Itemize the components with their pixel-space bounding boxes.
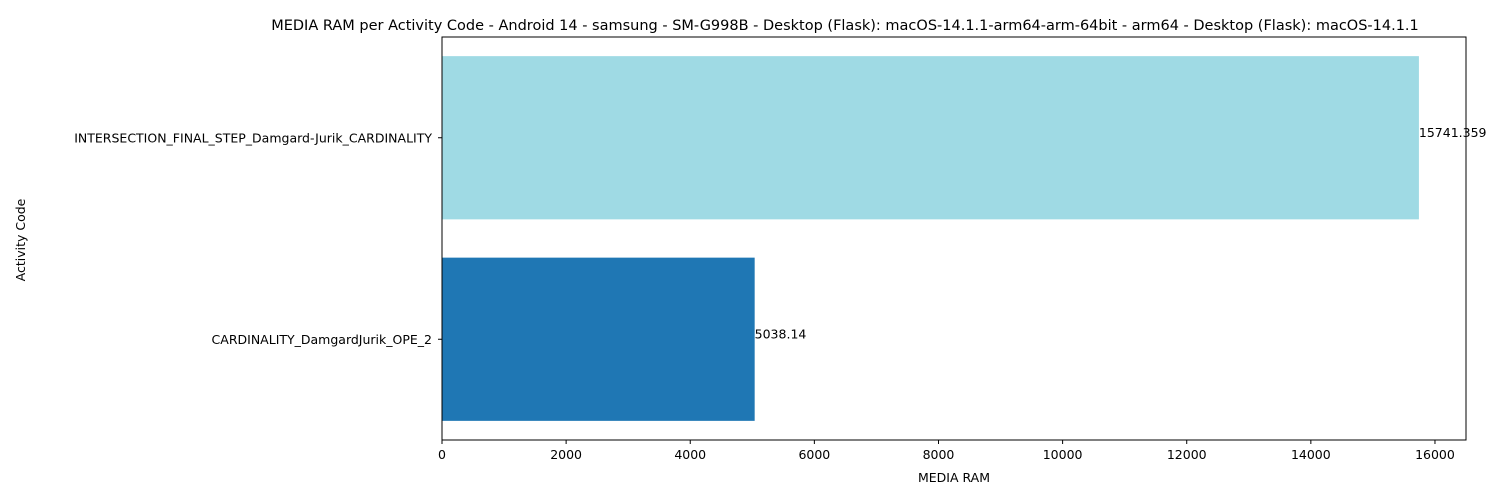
x-tick-label: 0: [438, 447, 446, 462]
x-axis-label: MEDIA RAM: [918, 470, 990, 485]
y-axis-label: Activity Code: [13, 198, 28, 281]
y-tick-label: INTERSECTION_FINAL_STEP_Damgard-Jurik_CA…: [74, 130, 432, 145]
bar-1: [442, 56, 1419, 220]
x-tick-label: 14000: [1291, 447, 1331, 462]
data-label: 5038.14: [755, 326, 807, 341]
data-labels: 15741.359 5038.14: [755, 125, 1487, 342]
x-tick-label: 10000: [1043, 447, 1083, 462]
x-tick-label: 16000: [1415, 447, 1455, 462]
x-tick-label: 12000: [1167, 447, 1207, 462]
x-tick-label: 4000: [674, 447, 706, 462]
y-axis-ticks: INTERSECTION_FINAL_STEP_Damgard-Jurik_CA…: [74, 130, 442, 347]
bar-2: [442, 257, 755, 421]
x-axis-ticks: 0 2000 4000 6000 8000 10000 12000 14000 16000: [438, 440, 1455, 462]
chart-title: MEDIA RAM per Activity Code - Android 14…: [271, 18, 1419, 34]
plot-frame: [441, 36, 1467, 441]
y-tick-label: CARDINALITY_DamgardJurik_OPE_2: [212, 332, 432, 347]
x-tick-label: 6000: [798, 447, 830, 462]
bars-layer: [442, 56, 1419, 421]
x-tick-label: 2000: [550, 447, 582, 462]
data-label: 15741.359: [1419, 125, 1487, 140]
x-tick-label: 8000: [923, 447, 955, 462]
